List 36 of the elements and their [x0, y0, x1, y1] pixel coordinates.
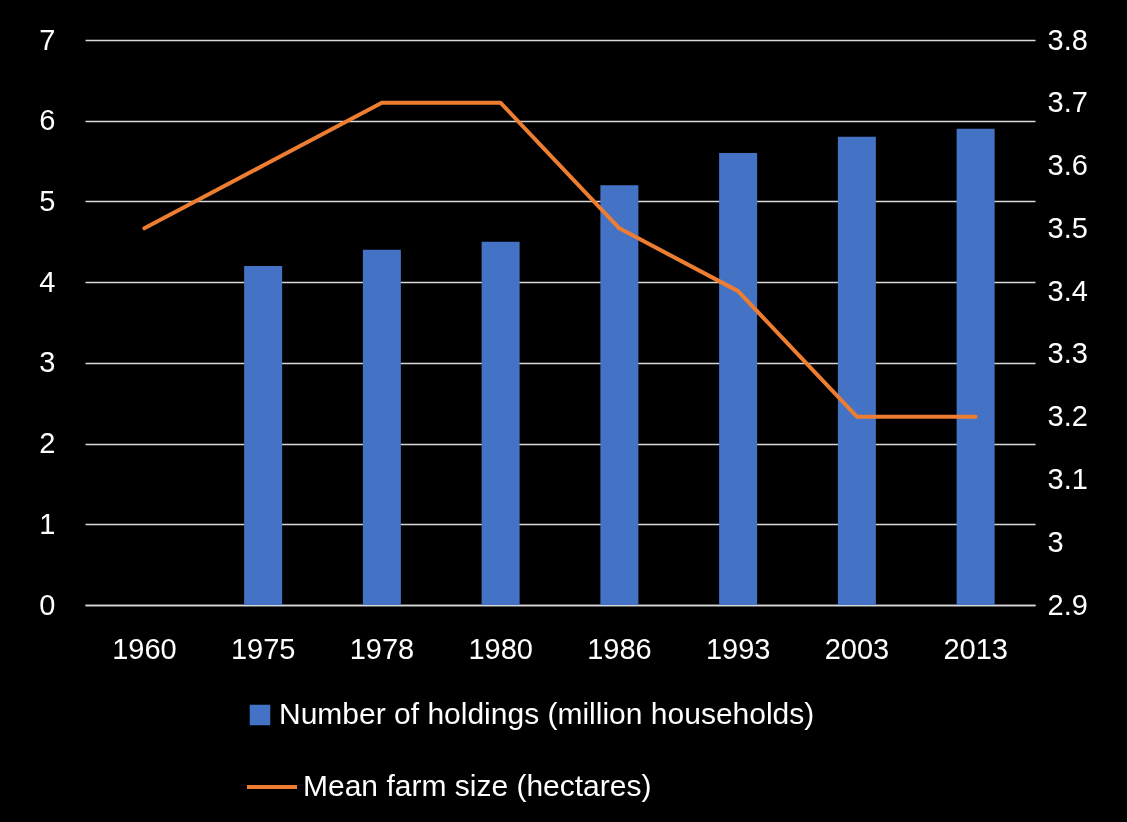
y2-tick-label: 3.5: [1047, 211, 1088, 244]
x-tick-label: 2013: [943, 632, 1008, 665]
bar: [244, 266, 283, 605]
x-tick-label: 1960: [112, 632, 177, 665]
y2-tick-label: 3.6: [1047, 149, 1088, 182]
line-series: [142, 100, 978, 419]
y2-tick-label: 3.1: [1047, 462, 1088, 495]
bar: [837, 136, 876, 605]
x-tick-label: 2003: [824, 632, 890, 665]
y2-tick-label: 3.8: [1047, 23, 1088, 56]
y-tick-label: 3: [39, 346, 56, 379]
x-tick-label: 1978: [349, 632, 415, 665]
y-tick-label: 4: [39, 265, 56, 298]
y-tick-label: 7: [39, 23, 56, 56]
x-tick-label: 1980: [468, 632, 533, 665]
y-tick-label: 0: [39, 588, 56, 621]
y-tick-label: 1: [39, 507, 56, 540]
y-tick-label: 5: [39, 184, 56, 217]
legend-label: Mean farm size (hectares): [303, 769, 652, 802]
y2-tick-label: 3.4: [1047, 274, 1088, 307]
y-tick-label: 6: [39, 104, 56, 137]
bar: [719, 153, 758, 605]
y2-tick-label: 3: [1047, 525, 1064, 558]
legend-label: Number of holdings (million households): [279, 697, 815, 730]
y2-tick-label: 3.2: [1047, 400, 1088, 433]
bar: [956, 128, 995, 605]
y2-tick-label: 2.9: [1047, 588, 1088, 621]
bar: [362, 249, 401, 605]
bar: [600, 185, 639, 605]
x-tick-label: 1993: [705, 632, 771, 665]
x-tick-label: 1975: [230, 632, 296, 665]
y2-tick-label: 3.3: [1047, 337, 1088, 370]
x-tick-label: 1986: [587, 632, 652, 665]
y-tick-label: 2: [39, 427, 56, 460]
bar: [481, 241, 520, 605]
y2-tick-label: 3.7: [1047, 86, 1088, 119]
